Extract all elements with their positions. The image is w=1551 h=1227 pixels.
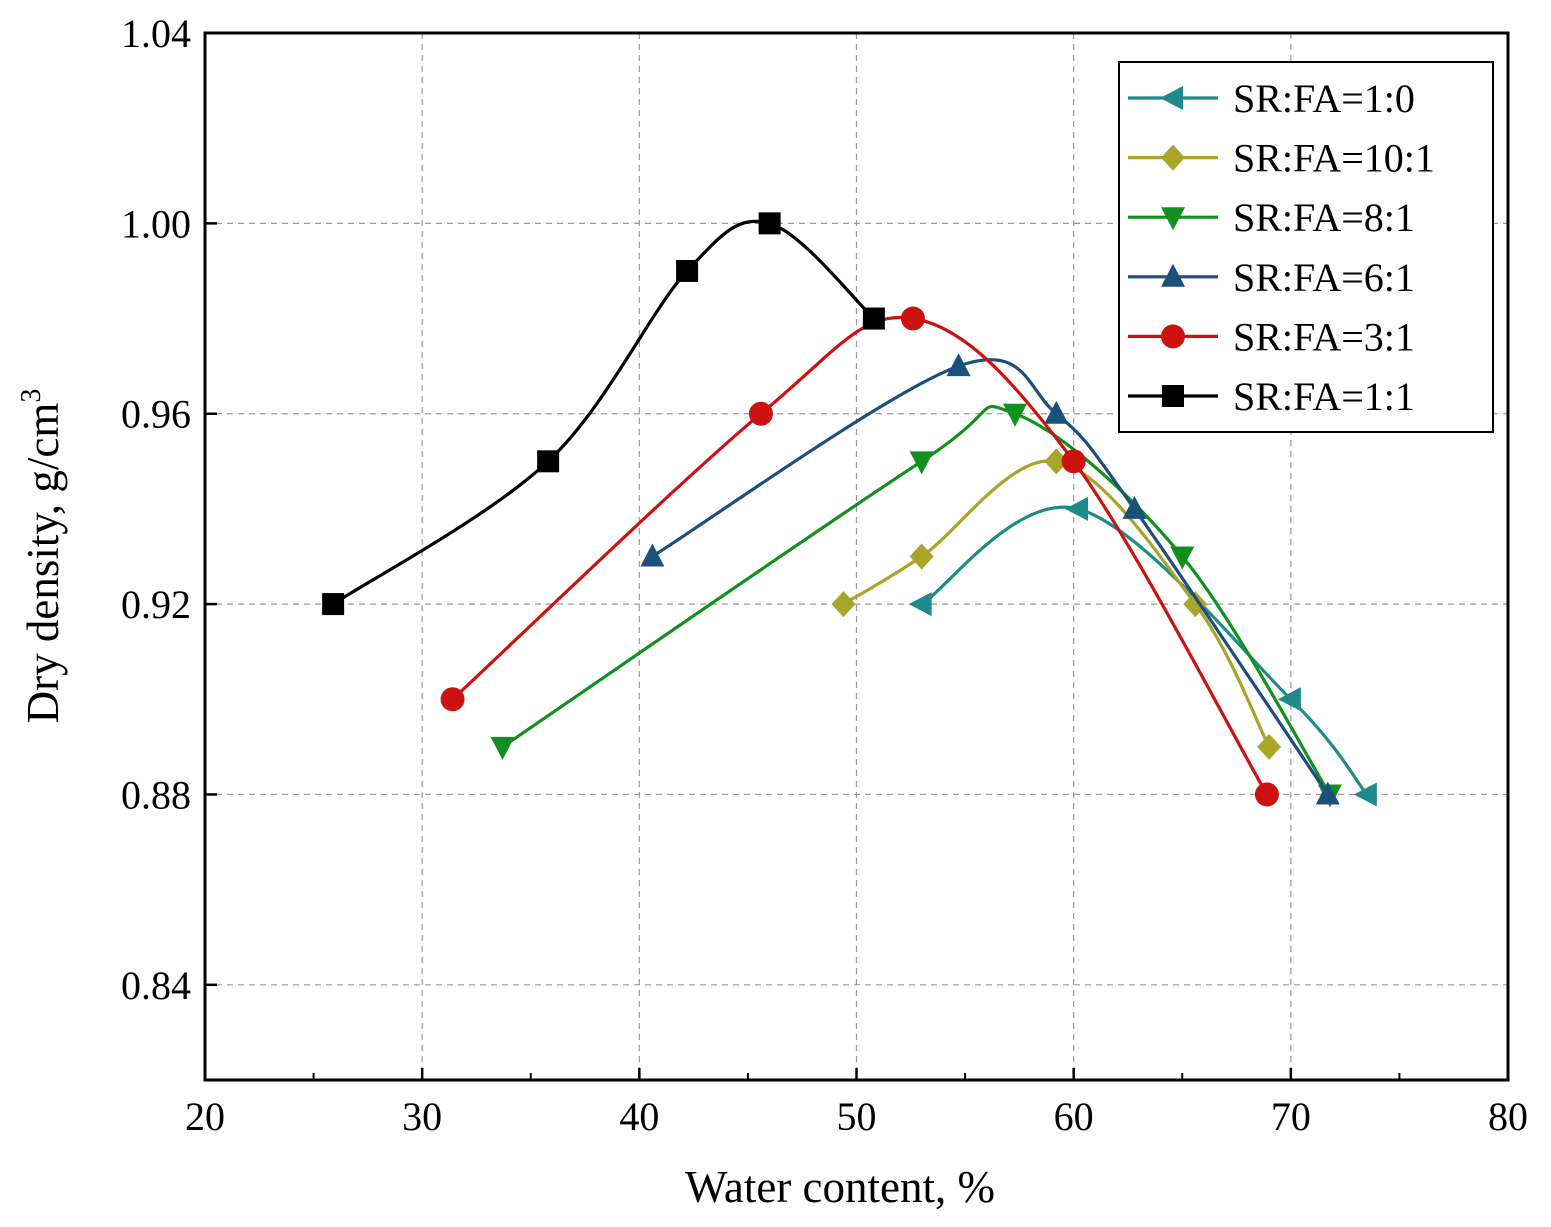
legend-marker: [1161, 324, 1185, 349]
data-point-marker: [1003, 403, 1028, 427]
x-tick-label: 80: [1488, 1094, 1528, 1139]
y-axis-title: Dry density, g/cm3: [16, 389, 68, 724]
data-point-marker: [1315, 781, 1340, 805]
grid-lines: [205, 33, 1508, 1080]
data-point-marker: [537, 450, 560, 473]
series-layer: [322, 212, 1377, 808]
data-point-marker: [490, 736, 515, 760]
series-5: [440, 306, 1279, 807]
data-point-marker: [909, 451, 934, 475]
data-point-marker: [1183, 591, 1208, 618]
data-point-marker: [946, 353, 971, 377]
legend-item: SR:FA=6:1: [1128, 255, 1415, 300]
legend-box: [1118, 61, 1494, 433]
series-line: [332, 219, 875, 606]
y-tick-label: 1.00: [121, 201, 191, 246]
legend-label: SR:FA=8:1: [1233, 195, 1415, 240]
legend-item: SR:FA=10:1: [1128, 136, 1435, 181]
legend-marker: [1162, 385, 1184, 407]
legend-label: SR:FA=1:1: [1233, 374, 1415, 419]
data-point-marker: [1044, 400, 1069, 424]
series-6: [322, 212, 885, 616]
data-point-marker: [640, 543, 665, 567]
data-point-marker: [1065, 496, 1089, 521]
data-point-marker: [1061, 449, 1086, 474]
data-point-marker: [1254, 782, 1279, 807]
x-tick-label: 40: [619, 1094, 659, 1139]
data-point-marker: [831, 591, 856, 618]
y-tick-label: 0.84: [121, 963, 191, 1008]
y-tick-label: 0.88: [121, 772, 191, 817]
x-axis-title: Water content, %: [685, 1162, 995, 1212]
legend-item: SR:FA=3:1: [1128, 314, 1415, 359]
data-point-marker: [862, 307, 885, 330]
data-point-marker: [322, 593, 345, 616]
y-tick-label: 1.04: [121, 11, 191, 56]
data-point-marker: [1122, 495, 1147, 519]
y-axis-title-superscript: 3: [16, 389, 47, 403]
y-axis-title-main: Dry density, g/cm: [18, 403, 68, 724]
data-point-marker: [908, 592, 932, 617]
x-tick-label: 50: [837, 1094, 877, 1139]
data-point-marker: [1170, 546, 1195, 570]
data-point-marker: [440, 687, 465, 712]
legend-label: SR:FA=3:1: [1233, 314, 1415, 359]
data-point-marker: [748, 401, 773, 426]
x-tick-label: 70: [1271, 1094, 1311, 1139]
x-tick-label: 30: [402, 1094, 442, 1139]
data-point-marker: [1353, 782, 1377, 807]
legend-marker: [1161, 144, 1185, 171]
legend-marker: [1160, 86, 1183, 110]
legend: SR:FA=1:0 SR:FA=10:1 SR:FA=8:1 SR:FA=6:1 SR:…: [1118, 61, 1494, 433]
series-4: [640, 353, 1340, 805]
series-1: [908, 496, 1377, 807]
legend-label: SR:FA=6:1: [1233, 255, 1415, 300]
y-tick-label: 0.96: [121, 392, 191, 437]
data-point-marker: [758, 212, 781, 235]
data-point-marker: [1257, 733, 1282, 760]
legend-item: SR:FA=1:0: [1128, 76, 1415, 121]
data-point-marker: [676, 259, 699, 282]
legend-item: SR:FA=8:1: [1128, 195, 1415, 240]
data-point-marker: [1277, 687, 1301, 712]
legend-marker: [1161, 263, 1185, 287]
data-point-marker: [1044, 448, 1069, 475]
legend-item: SR:FA=1:1: [1128, 374, 1415, 419]
series-line: [501, 404, 1332, 796]
data-point-marker: [900, 306, 925, 331]
series-line: [920, 505, 1369, 796]
axis-ticks: 20 30 40 50 60 70 80 0.84 0.88 0.92 0.96 1.00 1.04: [121, 11, 1528, 1139]
x-tick-label: 60: [1054, 1094, 1094, 1139]
legend-label: SR:FA=1:0: [1233, 76, 1415, 121]
legend-label: SR:FA=10:1: [1233, 136, 1435, 181]
y-tick-label: 0.92: [121, 582, 191, 627]
legend-marker: [1161, 207, 1185, 231]
x-tick-label: 20: [185, 1094, 225, 1139]
data-point-marker: [909, 543, 934, 570]
